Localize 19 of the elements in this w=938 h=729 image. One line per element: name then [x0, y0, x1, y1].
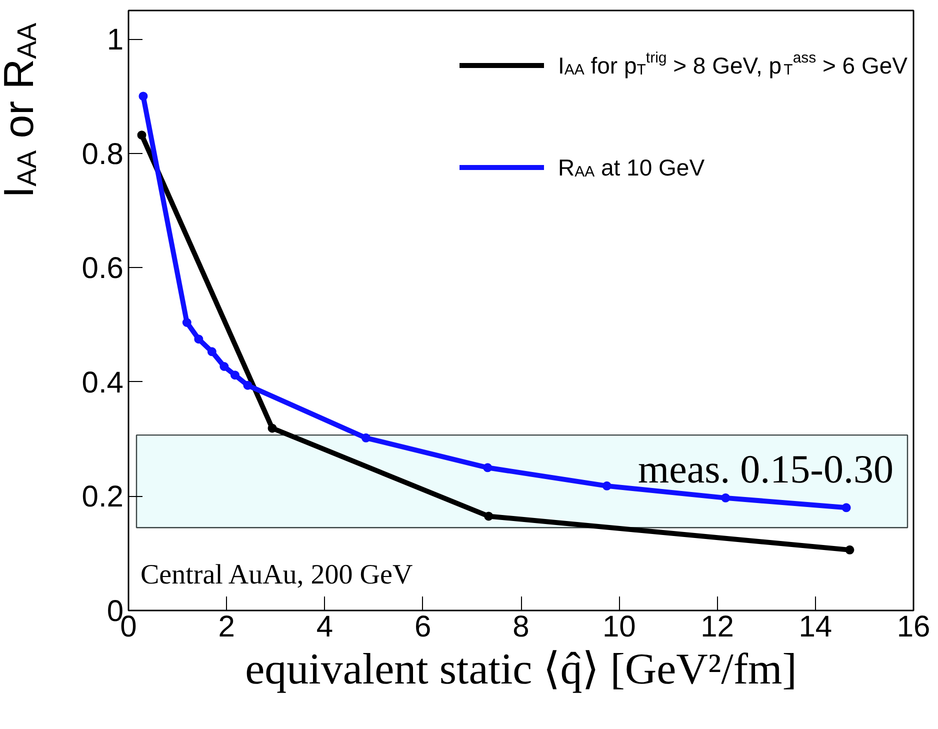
annotation: Central AuAu, 200 GeV: [140, 560, 413, 590]
y-tick-label: 1: [106, 24, 124, 57]
x-tick-label: 8: [512, 610, 530, 644]
x-tick-label: 12: [700, 610, 734, 644]
y-tick-label: 0.6: [82, 252, 124, 286]
x-tick-label: 6: [414, 610, 432, 644]
band-label: meas. 0.15-0.30: [638, 446, 894, 492]
x-axis-title: equivalent static ⟨q̂⟩ [GeV²/fm]: [245, 644, 797, 694]
x-tick-label: 4: [316, 610, 334, 644]
y-tick-label: 0.4: [82, 366, 124, 400]
text: IAA for pTtrig > 8 GeV, pTass > 6 GeV: [558, 49, 908, 79]
legend-label: RAA at 10 GeV: [558, 154, 706, 181]
y-tick-label: 0.2: [82, 480, 124, 514]
y-tick-label: 0.8: [82, 138, 124, 171]
x-tick-label: 14: [798, 610, 832, 644]
x-tick-label: 2: [218, 610, 235, 644]
x-tick-label: 10: [602, 610, 636, 644]
y-axis-title: IAA or RAA: [0, 22, 42, 198]
x-tick-label: 16: [896, 610, 930, 644]
